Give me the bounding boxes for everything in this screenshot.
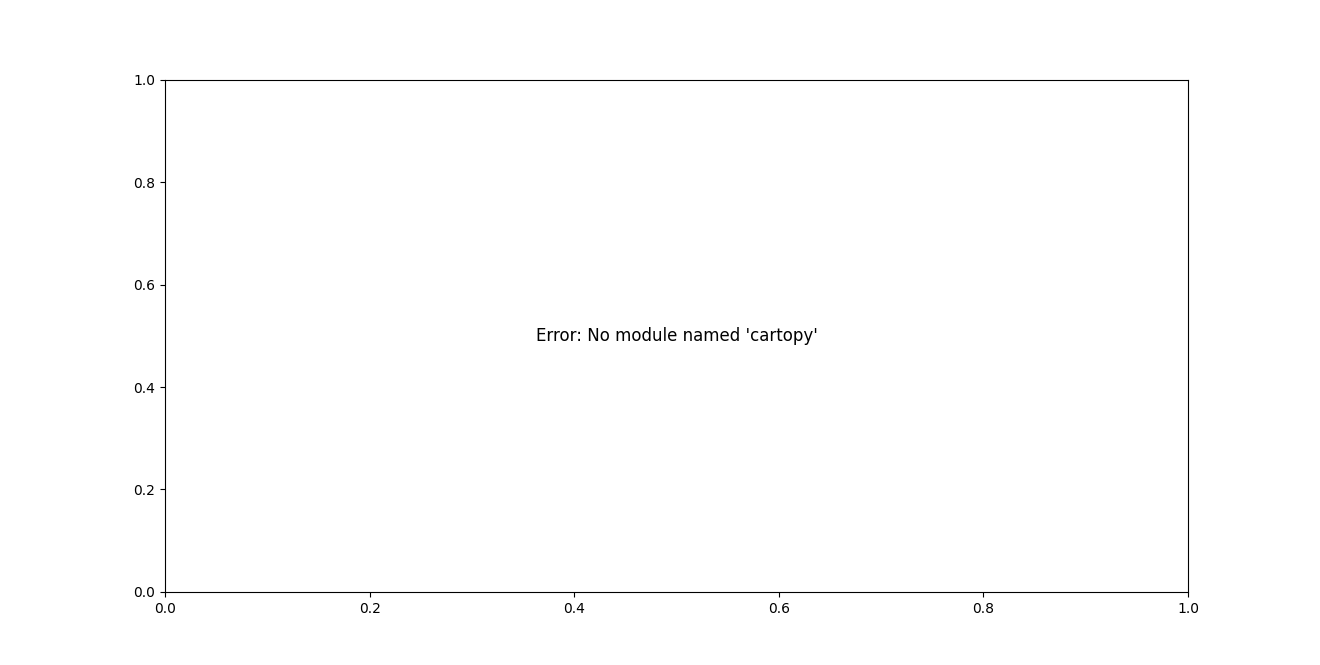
- Text: Error: No module named 'cartopy': Error: No module named 'cartopy': [536, 327, 817, 345]
